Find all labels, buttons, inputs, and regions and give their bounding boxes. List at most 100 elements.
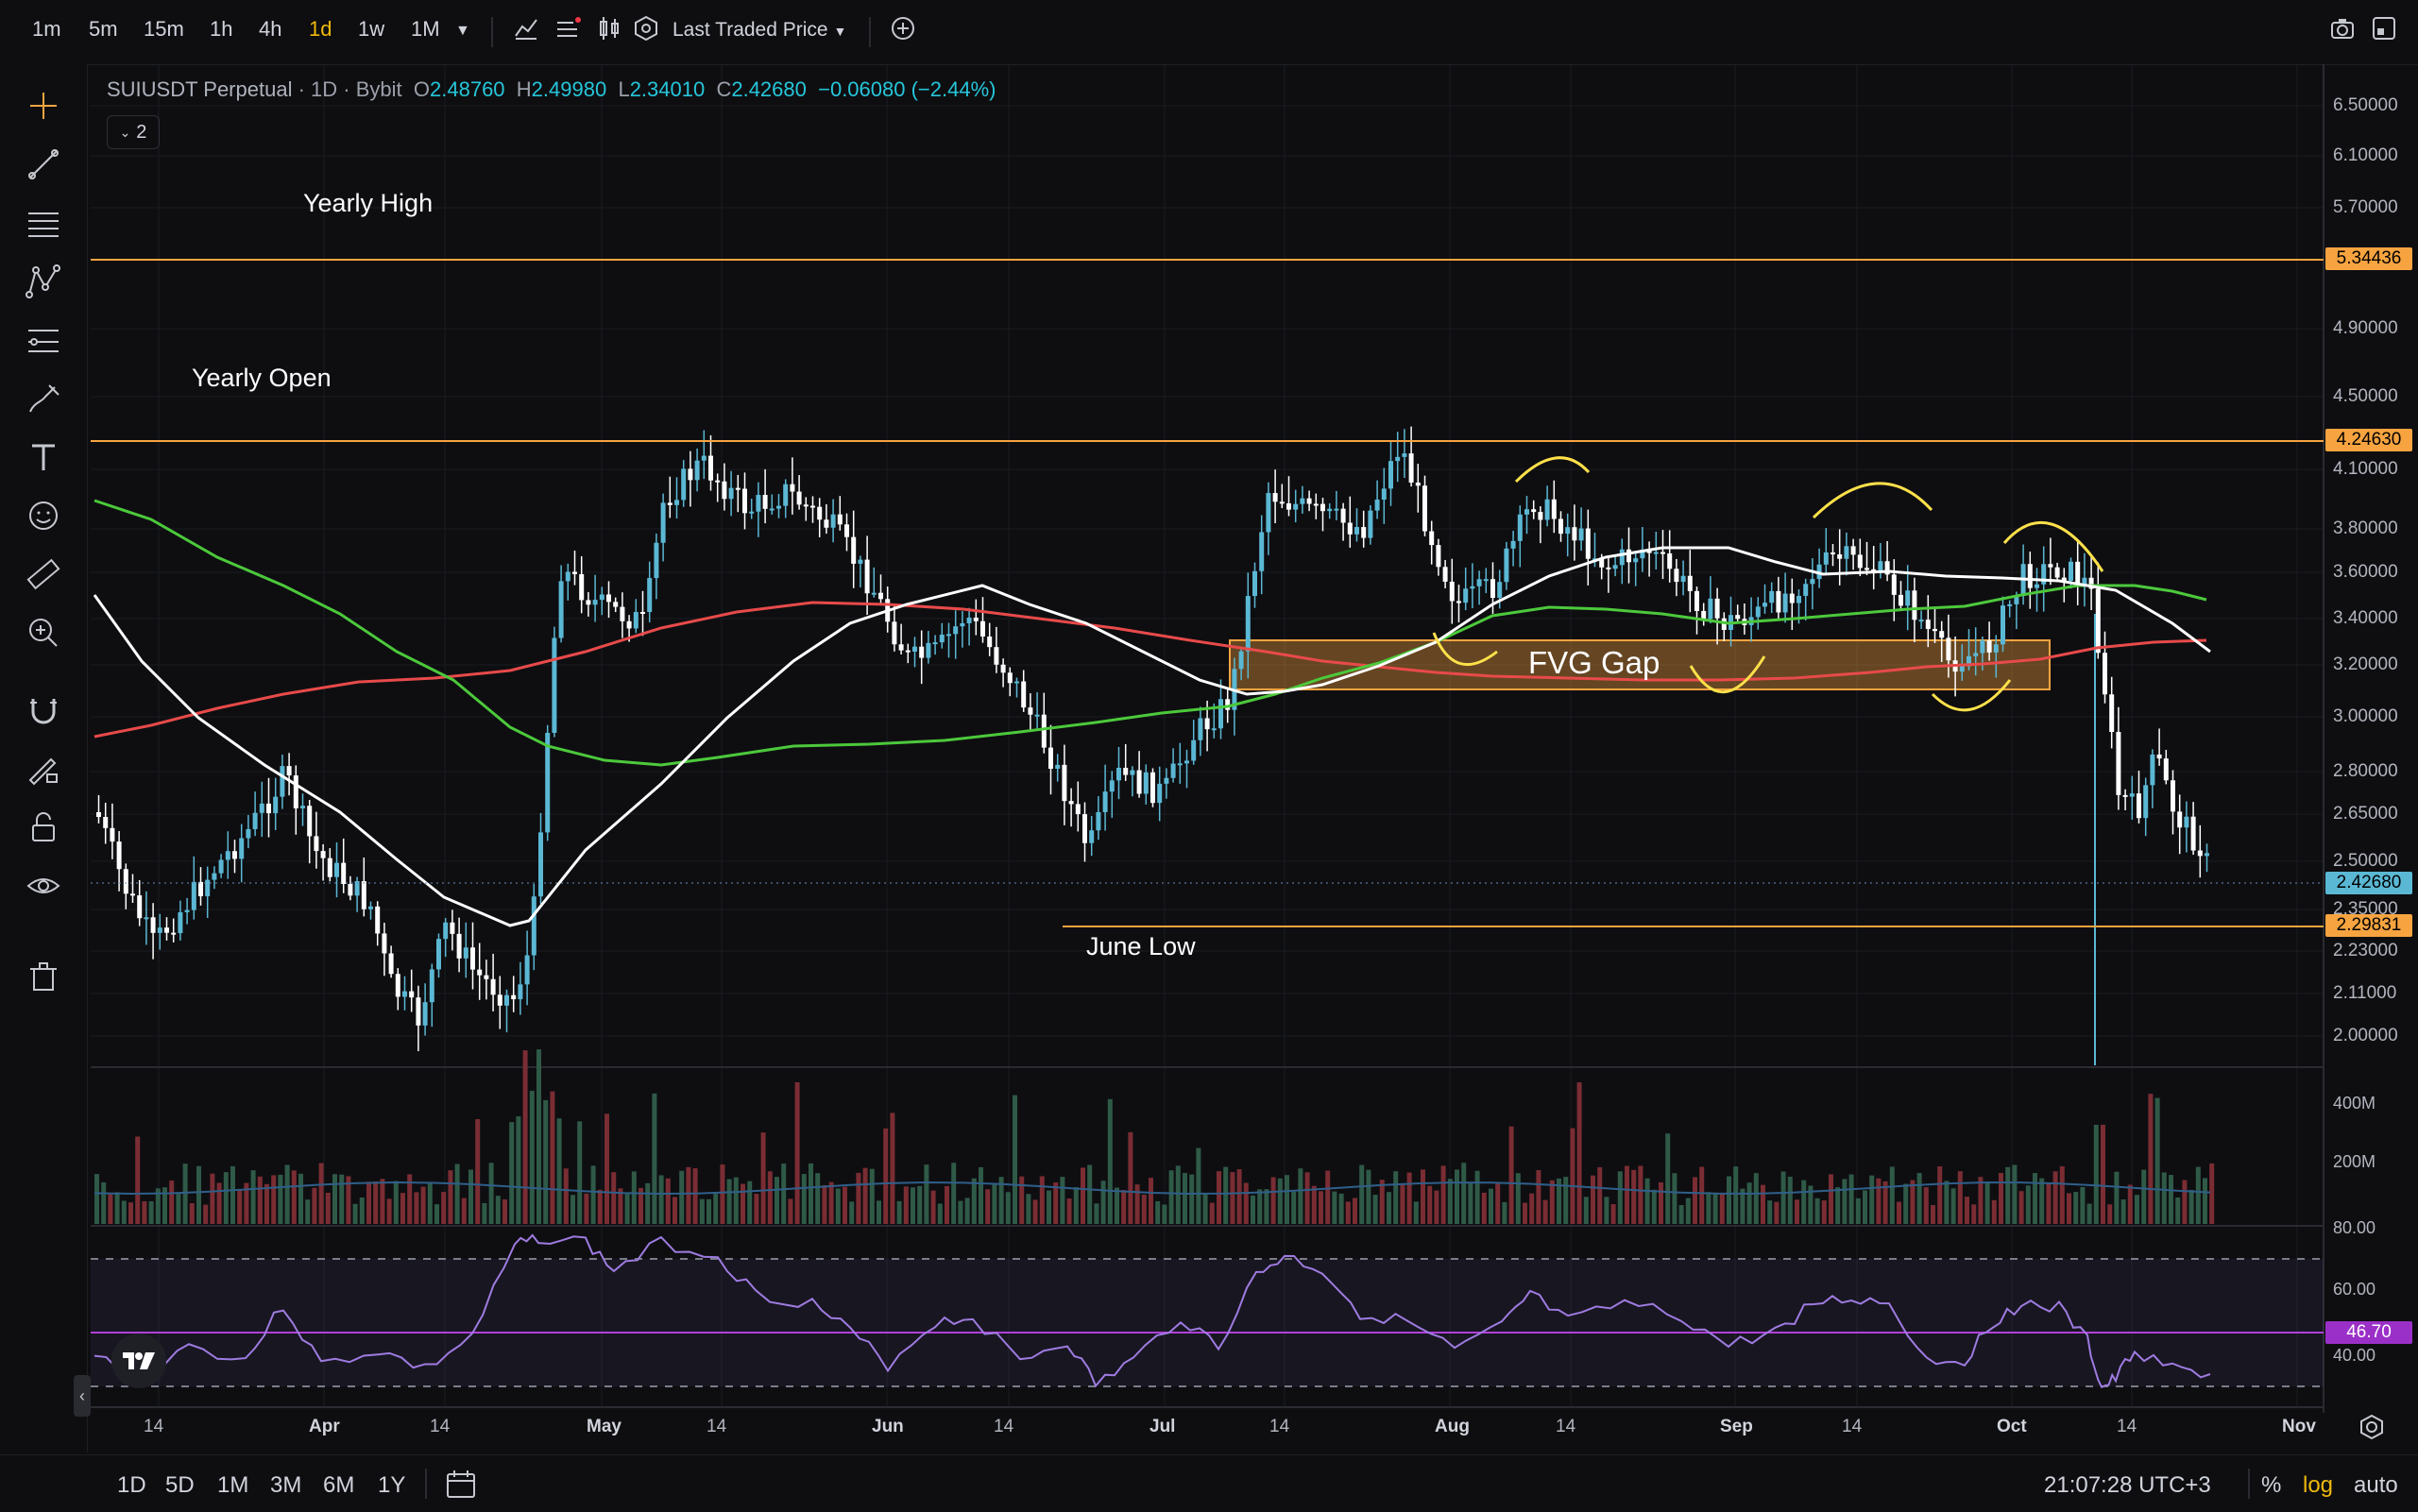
range-1d[interactable]: 1D <box>117 1472 146 1498</box>
tradingview-logo[interactable] <box>111 1334 166 1388</box>
axis-settings-icon[interactable] <box>2358 1413 2386 1446</box>
candle-body <box>2205 853 2209 857</box>
volume-bar <box>359 1197 365 1224</box>
crosshair-icon[interactable] <box>21 83 66 128</box>
candle-body <box>1946 637 1951 661</box>
camera-icon[interactable] <box>2329 15 2356 48</box>
lock-drawing-icon[interactable] <box>21 746 66 791</box>
toolbar-divider <box>869 17 871 47</box>
brush-icon[interactable] <box>21 376 66 421</box>
price-source-selector[interactable]: Last Traded Price ▼ <box>673 19 846 42</box>
range-1m[interactable]: 1M <box>217 1472 249 1498</box>
volume-bar <box>1889 1166 1895 1224</box>
symbol-name[interactable]: SUIUSDT Perpetual <box>107 77 293 101</box>
exchange: Bybit <box>355 77 402 101</box>
ruler-icon[interactable] <box>21 552 66 597</box>
timeframe-1h[interactable]: 1h <box>210 17 233 41</box>
eye-icon[interactable] <box>21 863 66 909</box>
volume-bar <box>1591 1175 1595 1224</box>
price-tick: 2.65000 <box>2333 804 2398 824</box>
candles-icon[interactable] <box>596 15 622 48</box>
candle-body <box>116 841 122 870</box>
calendar-icon[interactable] <box>444 1469 478 1505</box>
timeframe-5m[interactable]: 5m <box>89 17 118 41</box>
volume-bar <box>1923 1187 1929 1224</box>
candle-body <box>1245 596 1251 652</box>
volume-bar <box>930 1190 936 1224</box>
time-tick: Nov <box>2282 1417 2316 1436</box>
volume-bar <box>162 1187 167 1224</box>
percent-toggle[interactable]: % <box>2261 1472 2282 1498</box>
volume-bar <box>1795 1199 1799 1224</box>
volume-bar <box>407 1174 413 1224</box>
timeframe-1m[interactable]: 1m <box>32 17 61 41</box>
candle-body <box>1510 540 1516 549</box>
candle-body <box>2163 758 2169 781</box>
fib-icon[interactable] <box>21 317 66 363</box>
text-tool-icon[interactable] <box>21 434 66 480</box>
volume-bar <box>707 1198 711 1224</box>
volume-bar <box>1353 1198 1357 1224</box>
settings-hex-icon[interactable] <box>633 15 659 48</box>
volume-bar <box>856 1172 861 1224</box>
volume-bar <box>1855 1198 1861 1224</box>
volume-bar <box>760 1132 766 1224</box>
timeframe-15m[interactable]: 15m <box>144 17 184 41</box>
time-tick: Apr <box>309 1417 340 1436</box>
candle-body <box>2075 561 2081 586</box>
fullscreen-icon[interactable] <box>2371 15 2397 48</box>
candle-body <box>1585 528 1591 559</box>
volume-bar <box>244 1182 249 1224</box>
magnet-icon[interactable] <box>21 688 66 733</box>
range-5d[interactable]: 5D <box>165 1472 195 1498</box>
collapse-toolbar-chevron-icon[interactable]: ‹ <box>74 1375 91 1417</box>
pattern-icon[interactable] <box>21 259 66 304</box>
volume-bar <box>1168 1170 1174 1224</box>
volume-bar <box>352 1203 358 1224</box>
add-plus-icon[interactable] <box>890 15 916 48</box>
candle-body <box>1857 554 1863 569</box>
clock[interactable]: 21:07:28 UTC+3 <box>2044 1472 2211 1498</box>
log-toggle[interactable]: log <box>2303 1472 2334 1498</box>
timeframe-1d[interactable]: 1d <box>309 17 332 41</box>
timeframe-dropdown-icon[interactable]: ▼ <box>455 23 470 39</box>
price-chart[interactable] <box>0 0 2418 1454</box>
zoom-in-icon[interactable] <box>21 610 66 655</box>
chart-type-icon[interactable] <box>513 15 539 48</box>
price-tick: 6.10000 <box>2333 145 2398 165</box>
timeframe-1M[interactable]: 1M <box>411 17 440 41</box>
volume-bar <box>223 1172 229 1224</box>
auto-toggle[interactable]: auto <box>2354 1472 2398 1498</box>
volume-bar <box>733 1177 739 1224</box>
volume-bar <box>1576 1082 1582 1224</box>
range-6m[interactable]: 6M <box>323 1472 355 1498</box>
volume-bar <box>332 1174 337 1224</box>
range-3m[interactable]: 3M <box>270 1472 302 1498</box>
candle-body <box>2143 785 2149 819</box>
candle-body <box>1436 545 1441 568</box>
volume-bar <box>911 1187 915 1224</box>
indicator-collapse-button[interactable]: ⌄ 2 <box>107 115 160 149</box>
candle-body <box>2054 567 2060 578</box>
low-value: 2.34010 <box>629 77 706 101</box>
volume-bar <box>1366 1169 1371 1224</box>
trash-icon[interactable] <box>21 954 66 999</box>
volume-bar <box>210 1173 215 1224</box>
indicators-icon[interactable] <box>554 15 581 48</box>
trend-line-icon[interactable] <box>21 142 66 187</box>
emoji-icon[interactable] <box>21 493 66 538</box>
range-1y[interactable]: 1Y <box>378 1472 406 1498</box>
candle-body <box>239 838 245 859</box>
timeframe-1w[interactable]: 1w <box>358 17 385 41</box>
candle-body <box>1986 640 1992 653</box>
time-tick: 14 <box>1556 1417 1576 1436</box>
candle-body <box>504 994 509 1006</box>
volume-bar <box>794 1082 800 1224</box>
candle-body <box>1306 498 1312 504</box>
lock-icon[interactable] <box>21 805 66 850</box>
candle-body <box>1422 485 1427 532</box>
candle-body <box>905 650 911 653</box>
volume-bar <box>945 1185 949 1224</box>
timeframe-4h[interactable]: 4h <box>259 17 282 41</box>
horizontal-lines-icon[interactable] <box>21 200 66 246</box>
